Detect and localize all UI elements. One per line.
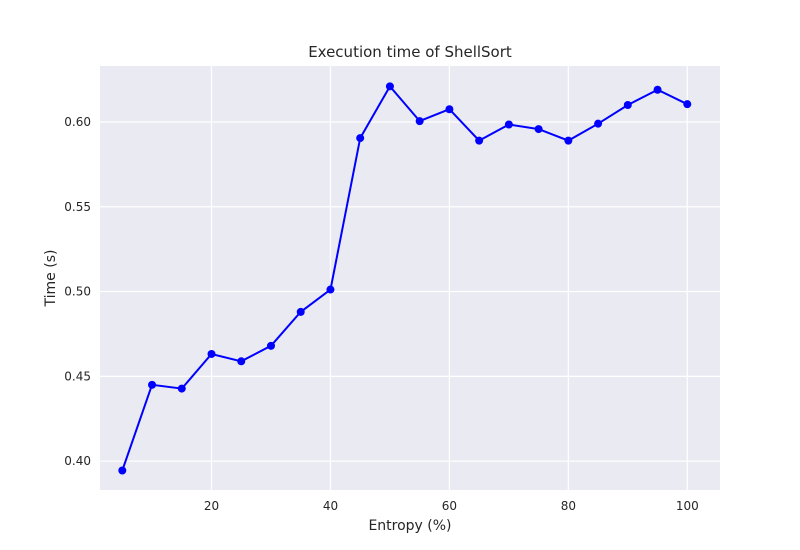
data-point [594, 119, 603, 128]
data-point [623, 101, 632, 110]
y-tick-label: 0.50 [64, 285, 91, 299]
data-point [326, 285, 335, 294]
data-point [296, 307, 305, 316]
x-tick-labels: 20 40 60 80 100 [204, 499, 699, 513]
x-tick-label: 80 [561, 499, 576, 513]
x-tick-label: 60 [442, 499, 457, 513]
y-tick-label: 0.45 [64, 369, 91, 383]
data-point [564, 136, 573, 145]
data-point [445, 105, 454, 114]
series-markers [118, 82, 692, 475]
y-tick-label: 0.60 [64, 115, 91, 129]
data-point [356, 134, 365, 143]
data-point [177, 384, 186, 393]
x-tick-label: 20 [204, 499, 219, 513]
data-point [237, 357, 246, 366]
x-tick-label: 40 [323, 499, 338, 513]
data-point [385, 82, 394, 91]
x-axis-label: Entropy (%) [368, 518, 451, 534]
y-gridlines [100, 121, 720, 462]
data-point [266, 341, 275, 350]
y-tick-labels: 0.40 0.45 0.50 0.55 0.60 [64, 115, 91, 468]
y-tick-label: 0.40 [64, 454, 91, 468]
chart-title: Execution time of ShellSort [308, 43, 512, 61]
data-point [683, 100, 692, 109]
data-point [118, 466, 127, 475]
y-tick-label: 0.55 [64, 200, 91, 214]
x-tick-label: 100 [676, 499, 699, 513]
plot-area [100, 66, 720, 490]
data-point [148, 380, 157, 389]
data-point [534, 125, 543, 134]
y-axis-label: Time (s) [43, 250, 59, 308]
data-point [475, 136, 484, 145]
series-line [121, 84, 688, 471]
data-point [207, 349, 216, 358]
data-point [653, 85, 662, 94]
data-point [504, 120, 513, 129]
data-point [415, 117, 424, 126]
